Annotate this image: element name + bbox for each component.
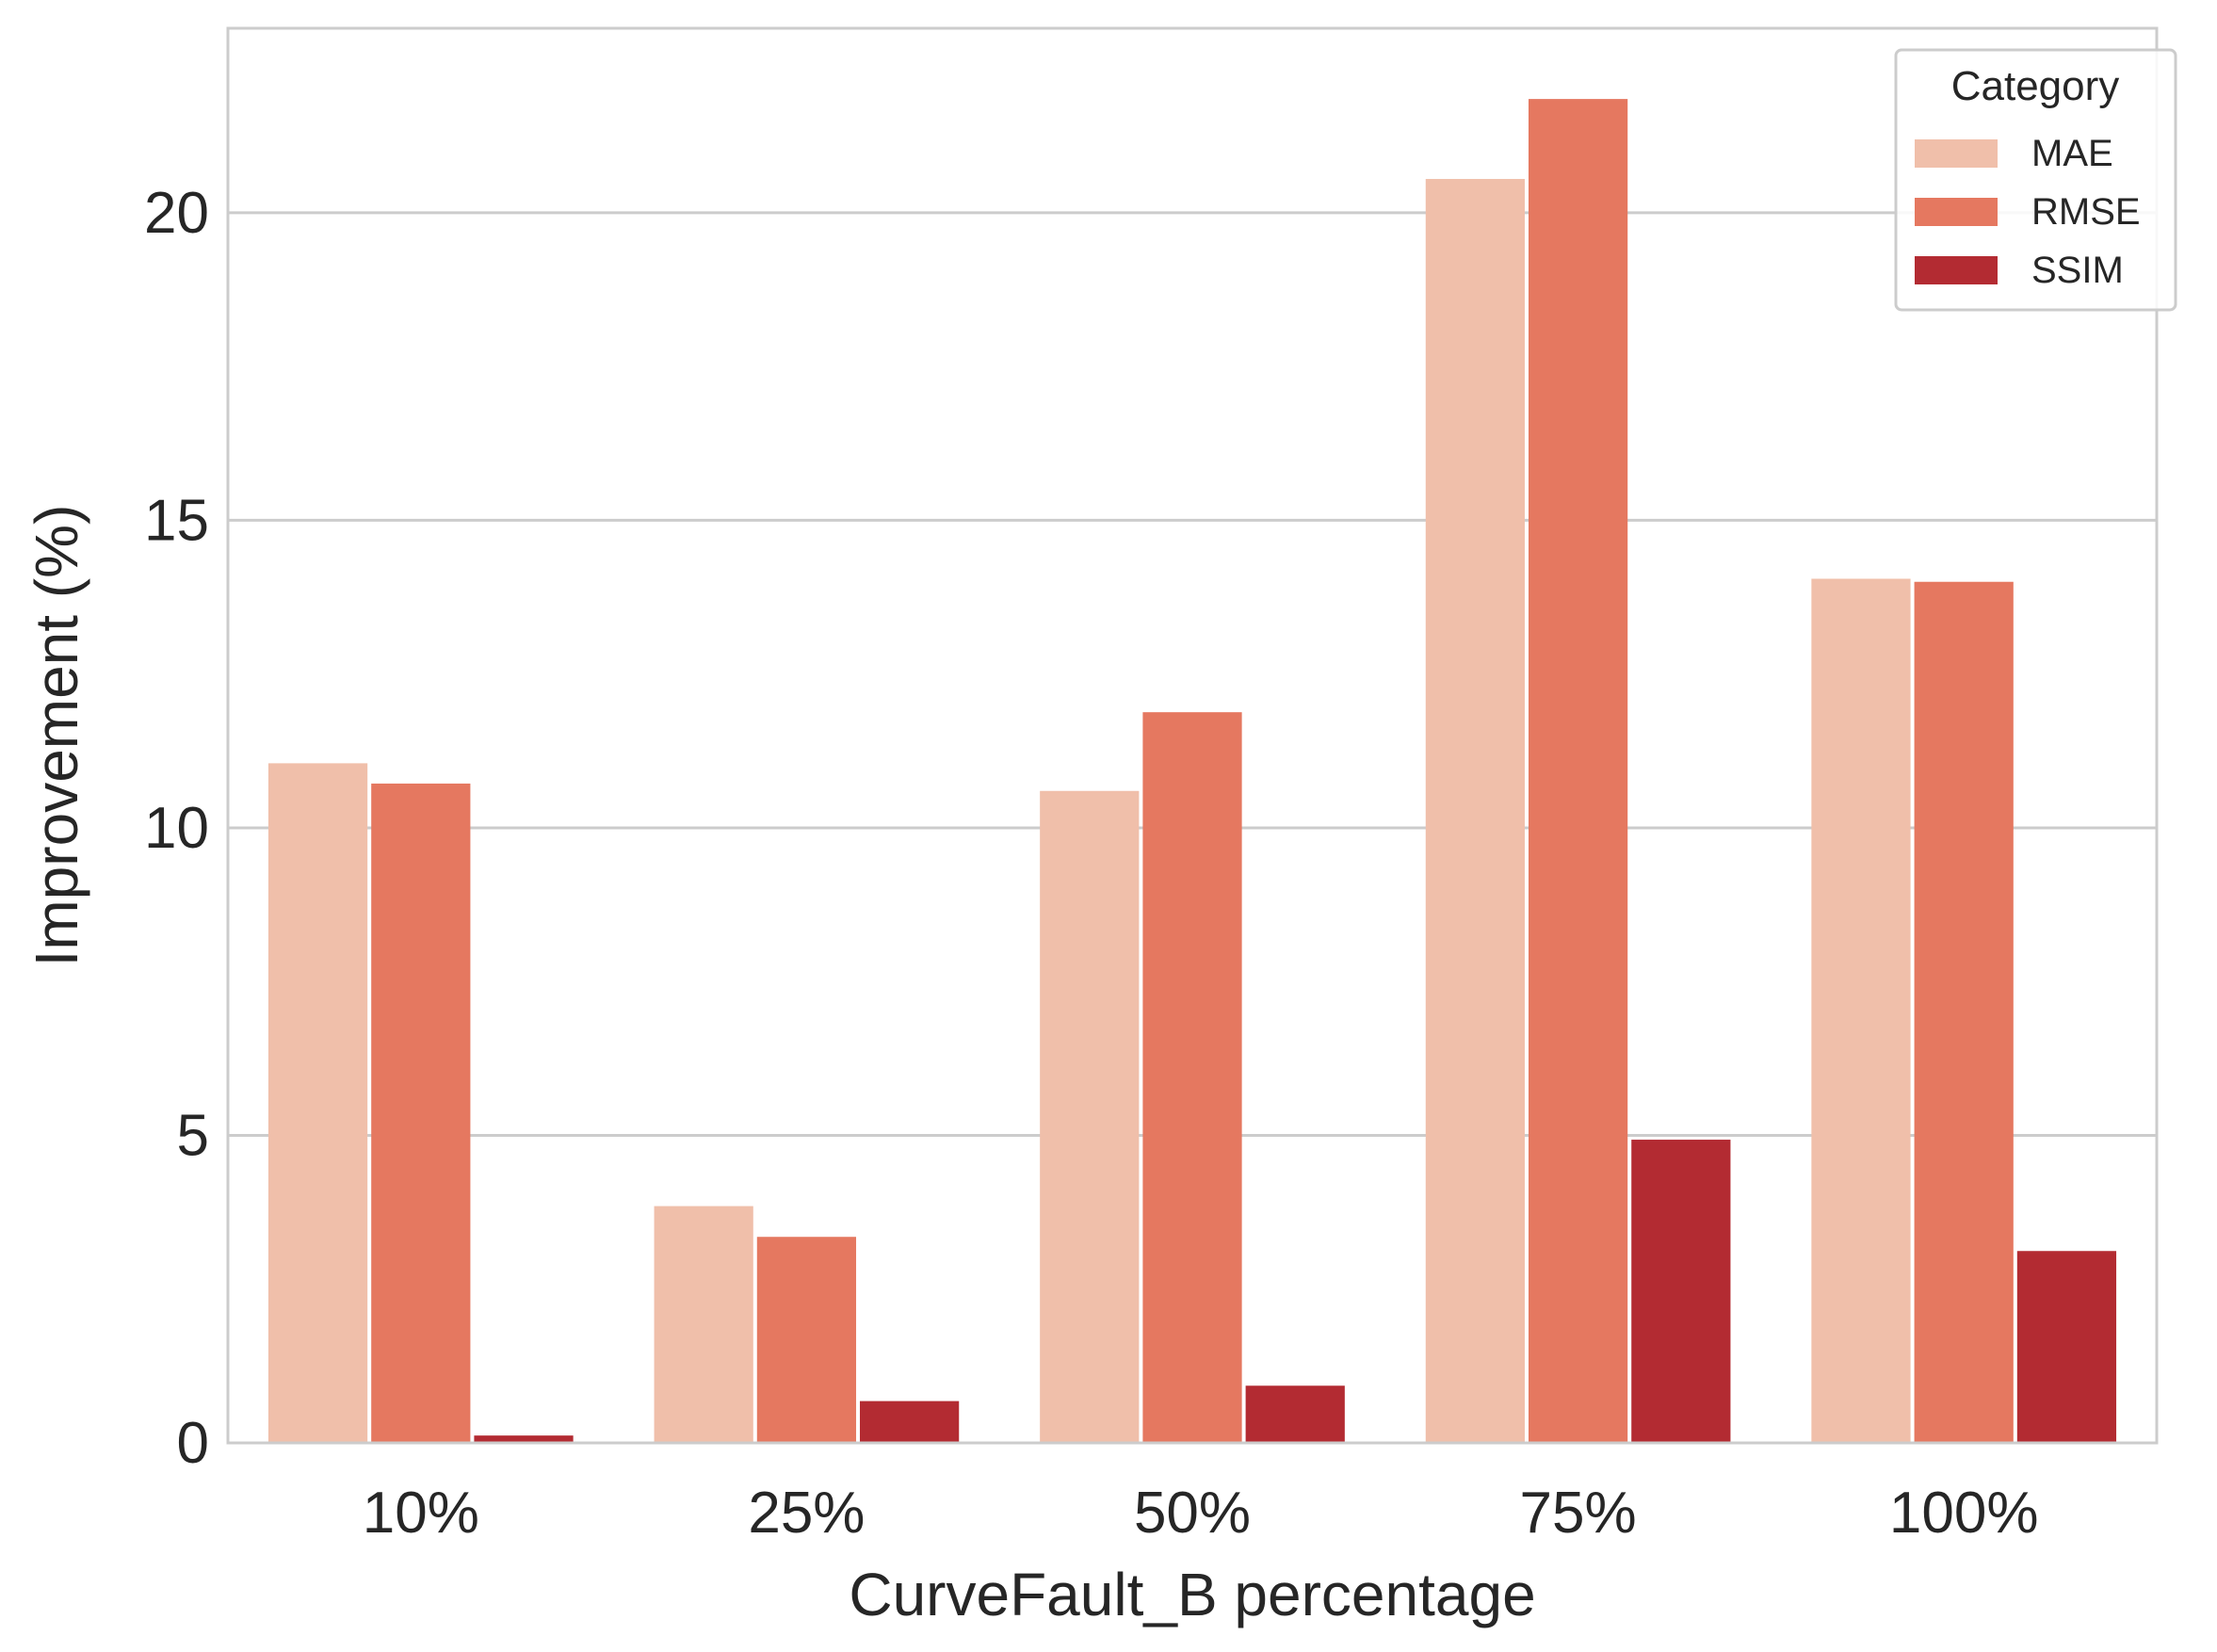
y-axis-label: Improvement (%) bbox=[23, 505, 90, 967]
bars bbox=[267, 99, 2117, 1444]
legend-title: Category bbox=[1951, 63, 2120, 109]
legend-swatch-rmse bbox=[1915, 198, 1998, 226]
tick-labels: 0 5 10 15 20 10% 25% 50% 75% 100% bbox=[144, 181, 2038, 1546]
legend-label-rmse: RMSE bbox=[2031, 191, 2141, 233]
y-tick-label: 15 bbox=[144, 488, 209, 553]
bar-rmse bbox=[756, 1237, 857, 1443]
bar-rmse bbox=[1142, 712, 1242, 1443]
bar-rmse bbox=[1914, 581, 2014, 1443]
bar-ssim bbox=[2016, 1251, 2117, 1443]
bar-mae bbox=[1811, 578, 1911, 1443]
x-tick-label: 75% bbox=[1520, 1481, 1637, 1546]
bar-ssim bbox=[860, 1401, 960, 1443]
plot-frame bbox=[226, 26, 2159, 1445]
legend-box bbox=[1894, 48, 2177, 312]
x-tick-label: 100% bbox=[1889, 1481, 2039, 1546]
legend-label-ssim: SSIM bbox=[2031, 250, 2124, 291]
x-tick-label: 50% bbox=[1134, 1481, 1251, 1546]
legend-label-mae: MAE bbox=[2031, 133, 2113, 174]
bar-rmse bbox=[1528, 99, 1628, 1444]
y-tick-label: 10 bbox=[144, 796, 209, 861]
bar-mae bbox=[267, 763, 368, 1443]
x-axis-label: CurveFault_B percentage bbox=[849, 1561, 1535, 1628]
legend-items: MAE RMSE SSIM bbox=[1915, 133, 2141, 291]
bar-mae bbox=[1425, 178, 1525, 1444]
bar-rmse bbox=[371, 783, 471, 1443]
legend-swatch-ssim bbox=[1915, 256, 1998, 284]
legend-swatch-mae bbox=[1915, 139, 1998, 168]
legend: Category MAE RMSE SSIM bbox=[1894, 48, 2177, 312]
bar-ssim bbox=[1631, 1140, 1731, 1443]
bar-mae bbox=[654, 1206, 753, 1443]
x-tick-label: 25% bbox=[748, 1481, 865, 1546]
y-tick-label: 0 bbox=[177, 1411, 209, 1476]
y-tick-label: 20 bbox=[144, 181, 209, 246]
bar-ssim bbox=[1245, 1385, 1345, 1443]
bar-ssim bbox=[474, 1435, 574, 1443]
y-tick-label: 5 bbox=[177, 1103, 209, 1168]
x-tick-label: 10% bbox=[363, 1481, 479, 1546]
bar-mae bbox=[1040, 790, 1140, 1443]
